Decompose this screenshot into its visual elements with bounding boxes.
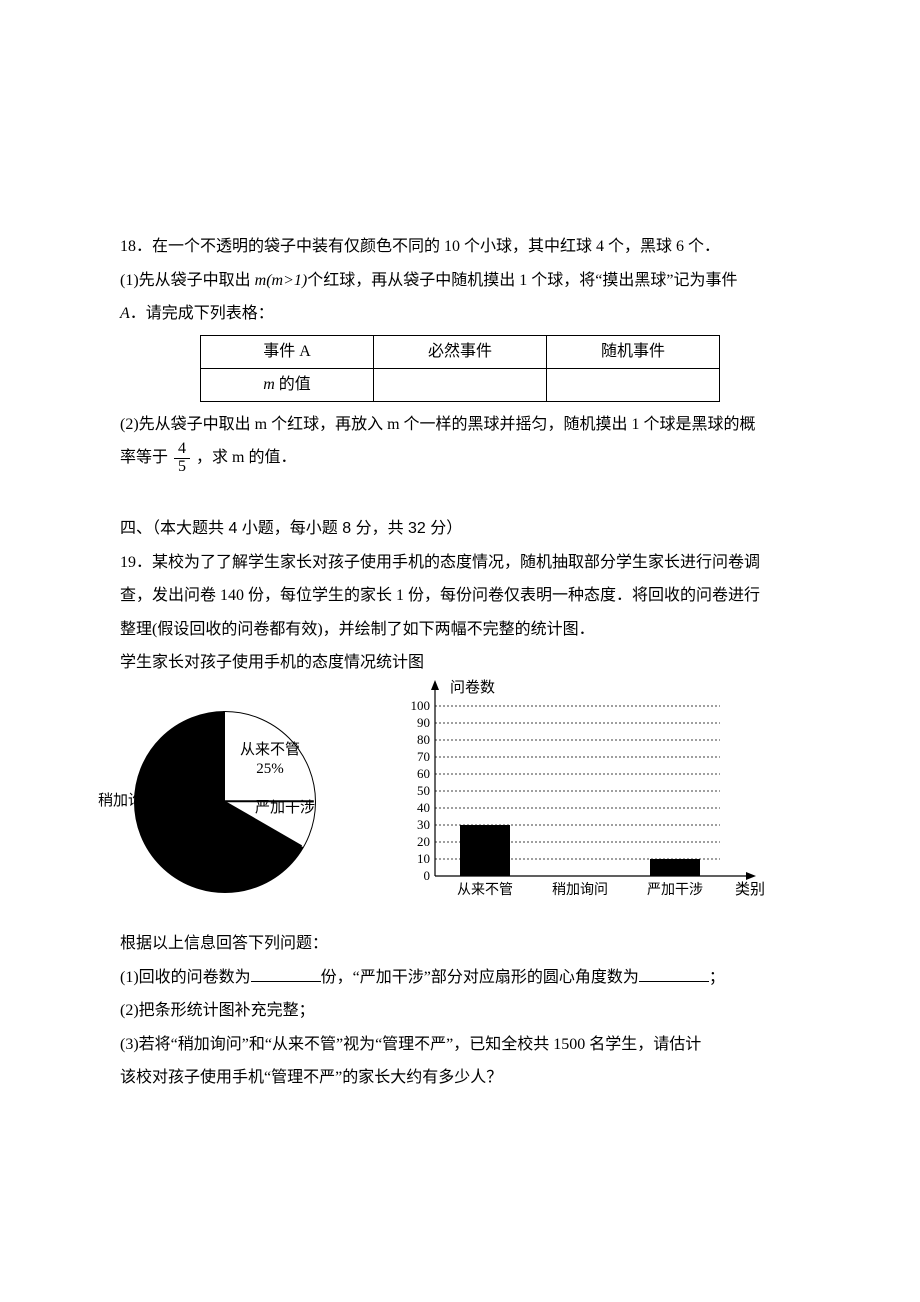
svg-text:80: 80 (417, 732, 430, 747)
q19-p2: 查，发出问卷 140 份，每位学生的家长 1 份，每份问卷仅表明一种态度．将回收… (120, 579, 800, 613)
q18-part2-line1: (2)先从袋子中取出 m 个红球，再放入 m 个一样的黑球并摇匀，随机摸出 1 … (120, 408, 800, 442)
never-label-text: 从来不管 (240, 742, 300, 758)
rate-text-b: ，求 m 的值． (196, 449, 296, 466)
label-event-A: 事件 A (263, 343, 311, 360)
svg-text:40: 40 (417, 800, 430, 815)
sub1-text-a: (1)回收的问卷数为 (120, 969, 251, 986)
cell-event-A: 事件 A (201, 335, 374, 368)
sub1-text-c: ； (709, 969, 725, 986)
bars (460, 825, 700, 876)
pie-chart-wrap: 从来不管 25% 严加干涉 稍加询问 (120, 686, 350, 916)
cell-blank-2 (547, 368, 720, 401)
q18-part1-text-b: 个红球，再从袋子中随机摸出 1 个球，将“摸出黑球”记为事件 (307, 272, 737, 289)
section-4-title: 四、（本大题共 4 小题，每小题 8 分，共 32 分） (120, 512, 800, 546)
svg-text:20: 20 (417, 834, 430, 849)
fraction-den: 5 (174, 459, 190, 476)
q19-sub3b: 该校对孩子使用手机“管理不严”的家长大约有多少人？ (120, 1061, 800, 1095)
grid: 0 10 20 30 40 50 60 70 80 90 100 (411, 698, 721, 883)
svg-text:90: 90 (417, 715, 430, 730)
fraction-num: 4 (174, 441, 190, 459)
pie-label-inquire: 稍加询问 (98, 792, 158, 812)
x-labels: 从来不管 稍加询问 严加干涉 (457, 882, 703, 898)
svg-text:严加干涉: 严加干涉 (647, 882, 703, 898)
blank-1 (251, 965, 321, 982)
pie-label-strict: 严加干涉 (255, 799, 315, 819)
charts-row: 从来不管 25% 严加干涉 稍加询问 0 10 20 30 40 50 60 70 80 90 10… (120, 686, 800, 921)
q19-sub3a: (3)若将“稍加询问”和“从来不管”视为“管理不严”，已知全校共 1500 名学… (120, 1028, 800, 1062)
bar-chart-svg: 0102030405060708090100 从来不管稍加询问严加干涉 问卷数 … (390, 676, 770, 921)
q18-table: 事件 A 必然事件 随机事件 m 的值 (200, 335, 720, 402)
pie-label-never: 从来不管 25% (240, 741, 300, 780)
pie-divider-1 (223, 711, 225, 801)
q19-sub2: (2)把条形统计图补充完整； (120, 994, 800, 1028)
bar-chart-wrap: 0102030405060708090100 从来不管稍加询问严加干涉 问卷数 … (390, 676, 770, 921)
q18-part2-line2: 率等于 4 5 ，求 m 的值． (120, 441, 800, 476)
cell-must: 必然事件 (374, 335, 547, 368)
q18-event-A: A (120, 305, 130, 322)
y-axis (431, 680, 439, 876)
svg-text:100: 100 (411, 698, 431, 713)
cell-random: 随机事件 (547, 335, 720, 368)
q19-sub1: (1)回收的问卷数为 份，“严加干涉”部分对应扇形的圆心角度数为 ； (120, 961, 800, 995)
q18-part1-text-a: (1)先从袋子中取出 (120, 272, 255, 289)
q18-m-expr: m(m>1) (255, 272, 308, 289)
cell-blank-1 (374, 368, 547, 401)
svg-text:70: 70 (417, 749, 430, 764)
x-axis-title: 类别 (735, 881, 765, 898)
never-pct-text: 25% (256, 761, 284, 777)
q19-after1: 根据以上信息回答下列问题： (120, 927, 800, 961)
svg-text:30: 30 (417, 817, 430, 832)
q19-p3: 整理(假设回收的问卷都有效)，并绘制了如下两幅不完整的统计图． (120, 613, 800, 647)
svg-text:10: 10 (417, 851, 430, 866)
q19-p4: 学生家长对孩子使用手机的态度情况统计图 (120, 646, 800, 680)
cell-m-value: m 的值 (201, 368, 374, 401)
svg-text:0: 0 (424, 868, 431, 883)
fraction-4-5: 4 5 (174, 441, 190, 476)
q18-part1-cont: A．请完成下列表格： (120, 297, 800, 331)
q18-part1: (1)先从袋子中取出 m(m>1)个红球，再从袋子中随机摸出 1 个球，将“摸出… (120, 264, 800, 298)
y-axis-title: 问卷数 (450, 679, 495, 696)
q18-intro: 18．在一个不透明的袋子中装有仅颜色不同的 10 个小球，其中红球 4 个，黑球… (120, 230, 800, 264)
table-row: m 的值 (201, 368, 720, 401)
blank-2 (639, 965, 709, 982)
q19-p1: 19．某校为了了解学生家长对孩子使用手机的态度情况，随机抽取部分学生家长进行问卷… (120, 546, 800, 580)
svg-text:60: 60 (417, 766, 430, 781)
rate-text-a: 率等于 (120, 449, 172, 466)
sub1-text-b: 份，“严加干涉”部分对应扇形的圆心角度数为 (321, 969, 639, 986)
svg-text:稍加询问: 稍加询问 (552, 882, 608, 898)
svg-text:50: 50 (417, 783, 430, 798)
table-row: 事件 A 必然事件 随机事件 (201, 335, 720, 368)
svg-text:从来不管: 从来不管 (457, 882, 513, 898)
